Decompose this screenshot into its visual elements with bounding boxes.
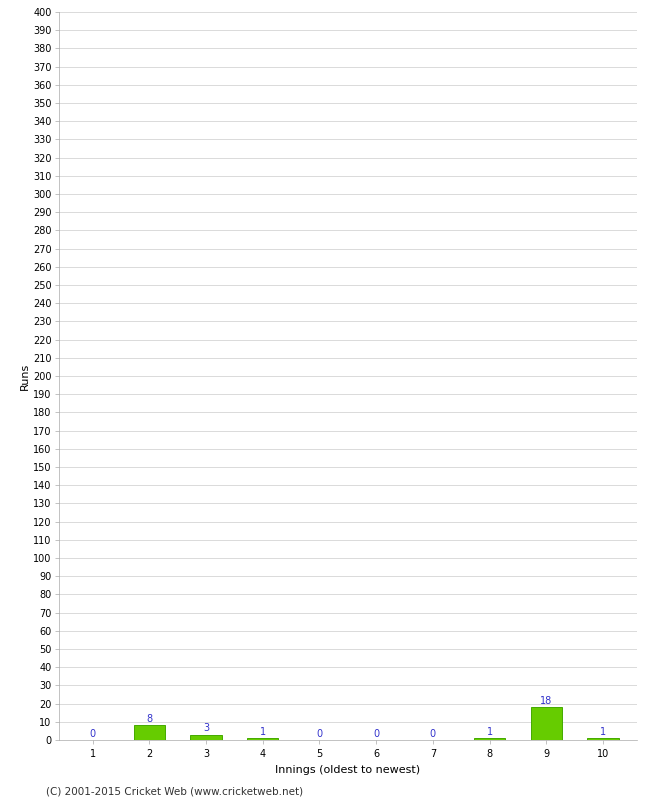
Text: (C) 2001-2015 Cricket Web (www.cricketweb.net): (C) 2001-2015 Cricket Web (www.cricketwe… [46,786,303,796]
Bar [474,738,505,740]
Bar [588,738,619,740]
Text: 0: 0 [317,729,322,738]
Text: 8: 8 [146,714,152,724]
Text: 0: 0 [430,729,436,738]
Bar [134,726,165,740]
Bar [530,707,562,740]
Text: 1: 1 [600,726,606,737]
X-axis label: Innings (oldest to newest): Innings (oldest to newest) [275,765,421,774]
Text: 0: 0 [90,729,96,738]
Text: 1: 1 [486,726,493,737]
Bar [247,738,278,740]
Y-axis label: Runs: Runs [20,362,30,390]
Text: 0: 0 [373,729,379,738]
Bar [190,734,222,740]
Text: 1: 1 [259,726,266,737]
Text: 3: 3 [203,723,209,733]
Text: 18: 18 [540,696,552,706]
